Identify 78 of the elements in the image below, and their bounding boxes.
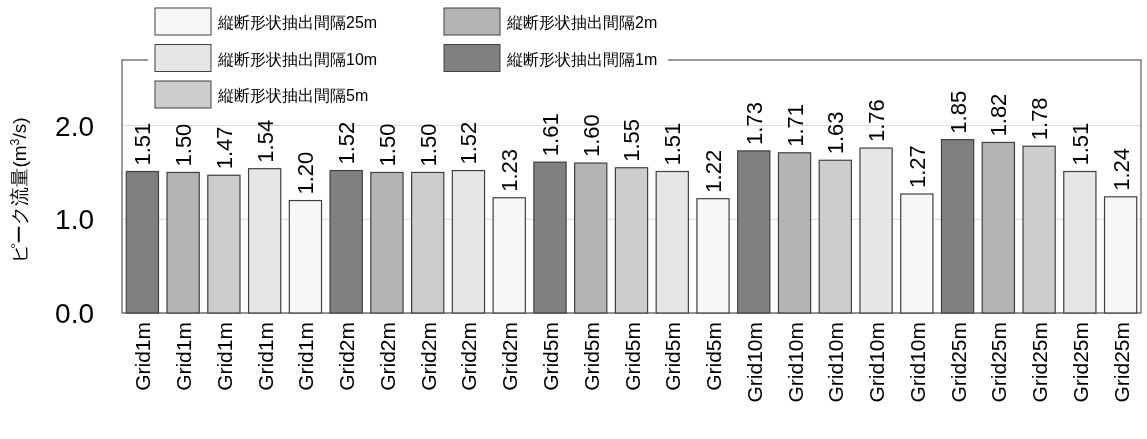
- bar: [125, 170, 160, 314]
- data-label: 1.51: [1067, 122, 1093, 166]
- x-tick-label: Grid10m: [865, 322, 889, 403]
- bar: [655, 170, 689, 314]
- data-label: 1.51: [660, 122, 686, 166]
- x-tick-label: Grid10m: [824, 322, 848, 403]
- data-label: 1.50: [171, 123, 197, 167]
- x-tick-label: Grid5m: [702, 322, 726, 391]
- x-tick-label: Grid5m: [620, 322, 644, 391]
- data-label: 1.24: [1108, 147, 1134, 191]
- x-tick-label: Grid2m: [416, 322, 440, 391]
- legend-label: 縦断形状抽出間隔25m: [217, 14, 378, 31]
- data-label: 1.63: [823, 111, 849, 155]
- bar: [981, 141, 1016, 314]
- bar: [696, 198, 730, 314]
- x-tick-label: Grid25m: [946, 322, 970, 403]
- data-label: 1.23: [497, 148, 523, 192]
- x-tick-label: Grid1m: [131, 322, 155, 391]
- x-tick-label: Grid5m: [579, 322, 603, 391]
- bar: [859, 147, 893, 314]
- bar: [574, 162, 608, 314]
- x-tick-label: Grid25m: [987, 322, 1011, 403]
- bar: [940, 139, 975, 314]
- x-tick-label: Grid25m: [1028, 322, 1052, 403]
- legend-label: 縦断形状抽出間隔2m: [506, 14, 658, 31]
- bar: [777, 152, 812, 314]
- data-label: 1.60: [578, 114, 604, 158]
- data-label: 1.51: [130, 122, 156, 166]
- data-label: 1.71: [782, 103, 808, 147]
- y-tick-label: 2.0: [55, 110, 94, 142]
- bar: [1063, 170, 1097, 314]
- data-label: 1.27: [904, 145, 930, 188]
- data-label: 1.55: [619, 118, 645, 162]
- x-tick-label: Grid25m: [1109, 322, 1133, 403]
- bar: [492, 197, 526, 314]
- data-label: 1.73: [741, 102, 767, 145]
- y-tick-label: 0.0: [55, 298, 94, 329]
- data-label: 1.54: [252, 119, 278, 163]
- legend-label: 縦断形状抽出間隔1m: [506, 50, 658, 68]
- x-tick-label: Grid2m: [375, 322, 399, 391]
- bar: [370, 171, 404, 314]
- bar: [1103, 196, 1138, 314]
- x-tick-label: Grid2m: [498, 322, 522, 391]
- y-tick-label: 1.0: [55, 204, 94, 236]
- data-label: 1.76: [864, 99, 890, 143]
- data-label: 1.82: [986, 93, 1012, 137]
- data-label: 1.50: [374, 123, 400, 167]
- bar: [451, 169, 486, 314]
- data-label: 1.20: [293, 151, 319, 195]
- x-tick-label: Grid1m: [172, 322, 196, 391]
- x-tick-label: Grid5m: [661, 322, 685, 391]
- x-tick-label: Grid10m: [783, 322, 807, 403]
- bar: [533, 161, 567, 314]
- data-label: 1.47: [211, 126, 237, 170]
- data-label: 1.50: [415, 123, 441, 167]
- legend-label: 縦断形状抽出間隔5m: [217, 87, 369, 104]
- data-label: 1.52: [334, 121, 360, 165]
- bar: [737, 150, 771, 314]
- x-tick-label: Grid1m: [294, 322, 318, 391]
- data-label: 1.52: [456, 121, 482, 165]
- x-tick-label: Grid1m: [212, 322, 236, 391]
- legend-label: 縦断形状抽出間隔10m: [217, 50, 378, 68]
- data-label: 1.85: [945, 90, 971, 134]
- bar: [288, 199, 323, 314]
- x-tick-label: Grid1m: [253, 322, 277, 391]
- bar: [900, 193, 934, 314]
- data-label: 1.61: [537, 113, 563, 157]
- bar: [247, 168, 282, 314]
- bar: [329, 169, 363, 314]
- x-tick-label: Grid2m: [457, 322, 481, 391]
- x-tick-label: Grid2m: [335, 322, 359, 391]
- x-tick-label: Grid10m: [742, 322, 766, 403]
- bar: [166, 171, 200, 314]
- x-tick-label: Grid10m: [905, 322, 929, 403]
- data-label: 1.22: [701, 149, 727, 193]
- data-label: 1.78: [1027, 97, 1053, 141]
- x-tick-label: Grid25m: [1068, 322, 1092, 403]
- x-tick-label: Grid5m: [538, 322, 562, 391]
